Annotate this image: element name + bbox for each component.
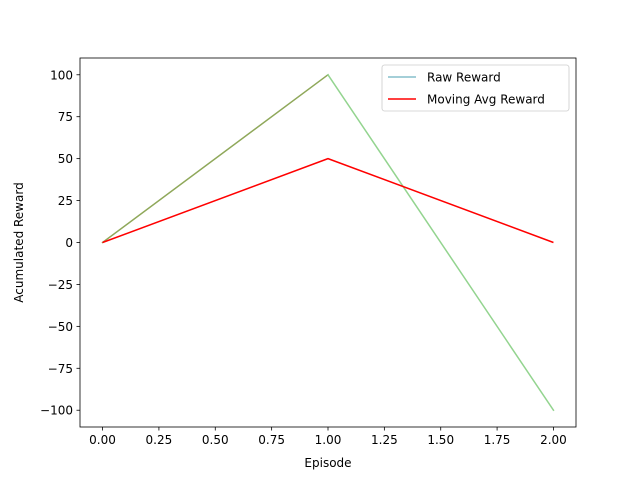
- y-tick-label: −100: [40, 404, 73, 418]
- raw-reward-line-segment: [101, 73, 330, 244]
- x-tick-label: 1.25: [371, 433, 398, 447]
- x-tick-label: 2.00: [540, 433, 567, 447]
- y-tick-label: −50: [48, 320, 73, 334]
- x-tick-label: 1.75: [484, 433, 511, 447]
- x-tick-label: 1.50: [427, 433, 454, 447]
- legend-label: Moving Avg Reward: [427, 93, 545, 107]
- y-tick-label: −75: [48, 362, 73, 376]
- raw-reward-line-segment: [326, 73, 555, 412]
- x-tick-label: 0.00: [89, 433, 116, 447]
- x-axis-label: Episode: [304, 456, 351, 470]
- y-tick-label: 100: [50, 68, 73, 82]
- x-tick-label: 0.50: [202, 433, 229, 447]
- y-tick-label: 50: [58, 152, 73, 166]
- x-tick-label: 0.75: [258, 433, 285, 447]
- x-tick-label: 1.00: [315, 433, 342, 447]
- y-axis-label: Acumulated Reward: [12, 182, 26, 302]
- y-tick-label: 75: [58, 110, 73, 124]
- legend-label: Raw Reward: [427, 71, 501, 85]
- x-tick-label: 0.25: [146, 433, 173, 447]
- y-tick-label: −25: [48, 278, 73, 292]
- moving-avg-reward-line: [102, 157, 554, 244]
- legend-box: [381, 64, 570, 112]
- y-tick-label: 25: [58, 194, 73, 208]
- y-tick-label: 0: [65, 236, 73, 250]
